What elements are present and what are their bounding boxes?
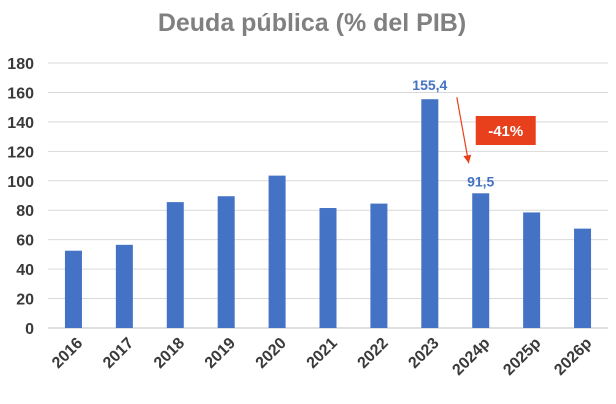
x-tick-label: 2025p: [500, 335, 544, 379]
bar-2021: [319, 208, 337, 328]
chart-title: Deuda pública (% del PIB): [158, 9, 466, 37]
bar-2026p: [574, 228, 592, 328]
y-axis-ticks: 0 20 40 60 80 100 120 140 160 180: [7, 56, 34, 338]
annotation-arrow-line: [456, 97, 470, 164]
change-badge: [475, 116, 536, 145]
x-tick-label: 2026p: [551, 335, 595, 379]
y-tick-label: 180: [7, 56, 34, 73]
bar-2025p: [523, 212, 541, 328]
data-labels: 155,4 91,5: [412, 77, 494, 189]
x-tick-label: 2017: [100, 335, 137, 372]
bar-2017: [115, 244, 133, 328]
bar-2024p: [472, 193, 490, 328]
bar-2019: [217, 196, 235, 328]
y-tick-label: 160: [7, 85, 34, 102]
x-axis-ticks: 2016 2017 2018 2019 2020 2021 2022 2023 2024p 202…: [49, 335, 595, 379]
y-tick-label: 0: [25, 321, 34, 338]
y-tick-label: 140: [7, 115, 34, 132]
x-tick-label: 2016: [49, 335, 86, 372]
x-tick-label: 2018: [151, 335, 188, 372]
change-badge-label: -41%: [488, 123, 523, 140]
data-label: 155,4: [412, 77, 447, 93]
x-tick-label: 2022: [355, 335, 392, 372]
bar-2016: [64, 250, 82, 328]
bars: [64, 99, 592, 328]
x-tick-label: 2019: [202, 335, 239, 372]
x-tick-label: 2024p: [449, 335, 493, 379]
y-tick-label: 80: [16, 203, 34, 220]
data-label: 91,5: [467, 173, 494, 189]
x-tick-label: 2023: [405, 335, 442, 372]
y-tick-label: 40: [16, 262, 34, 279]
annotation-arrowhead: [463, 154, 472, 164]
x-tick-label: 2020: [253, 335, 290, 372]
bar-2023: [421, 99, 439, 328]
y-tick-label: 60: [16, 233, 34, 250]
y-tick-label: 100: [7, 174, 34, 191]
x-tick-label: 2021: [304, 335, 341, 372]
bar-2022: [370, 203, 388, 328]
bar-2020: [268, 175, 286, 328]
y-tick-label: 120: [7, 144, 34, 161]
bar-2018: [166, 202, 184, 328]
y-tick-label: 20: [16, 292, 34, 309]
annotation: -41%: [456, 97, 536, 164]
